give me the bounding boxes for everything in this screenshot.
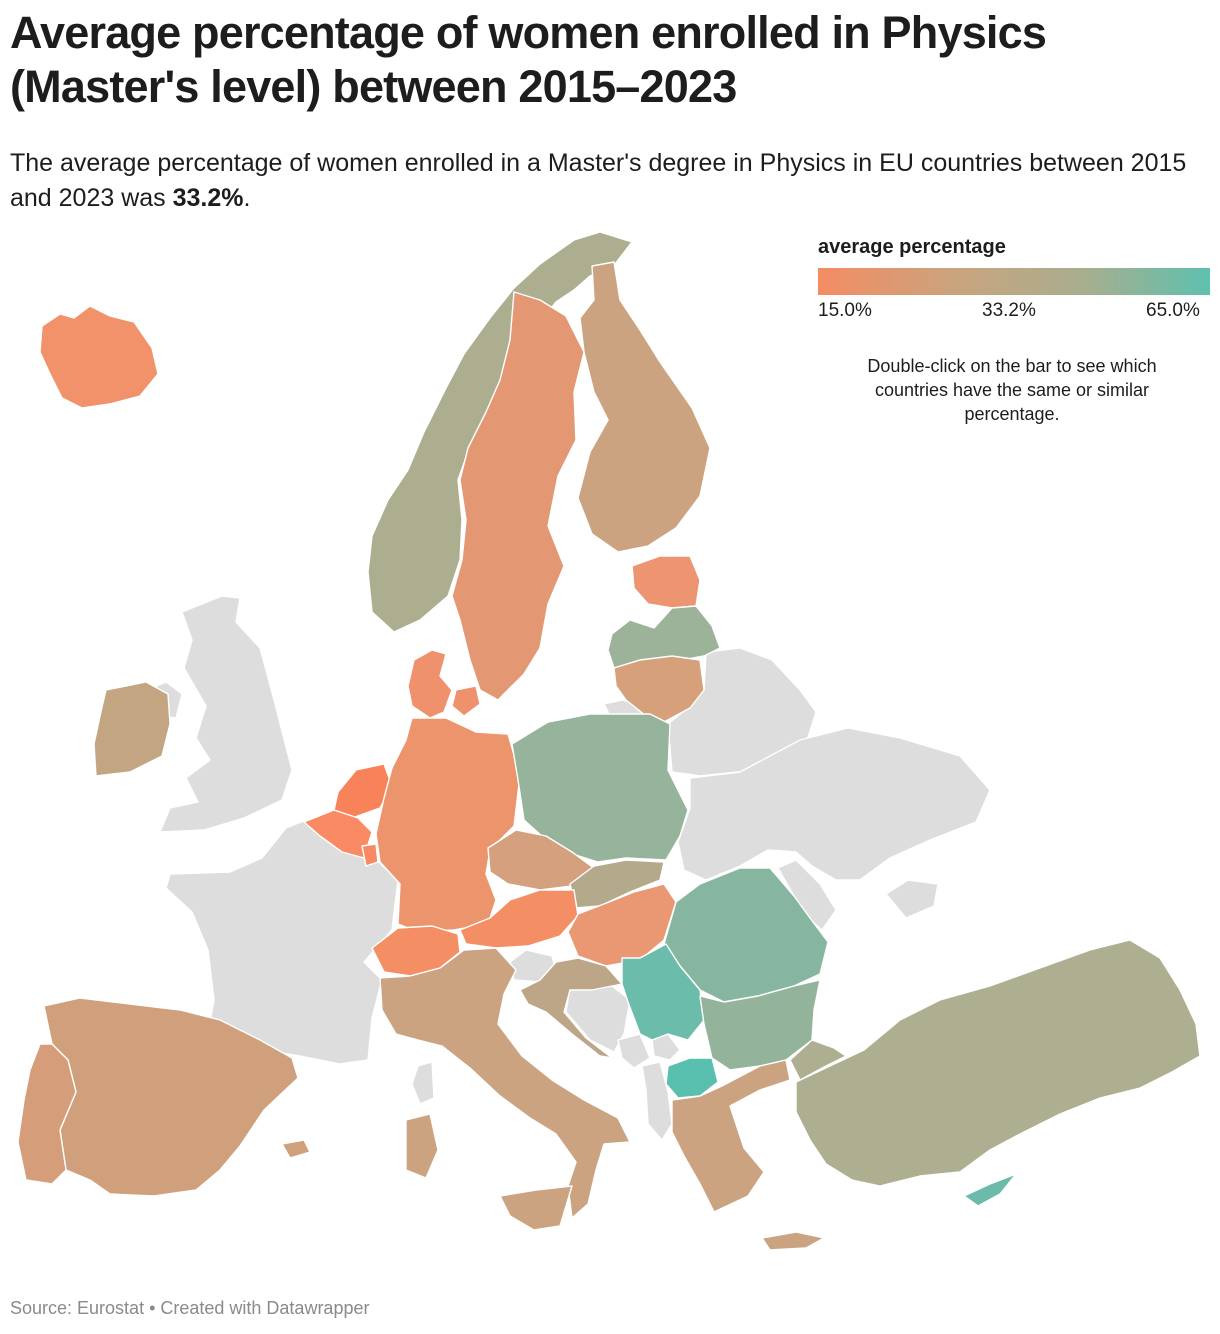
country-turkey[interactable] [795, 939, 1201, 1187]
region-uk[interactable] [159, 595, 293, 833]
country-iceland[interactable] [39, 305, 159, 409]
country-denmark-islands[interactable] [451, 685, 481, 717]
chart-title: Average percentage of women enrolled in … [10, 7, 1047, 112]
country-greece[interactable] [671, 1059, 791, 1213]
legend-gradient[interactable] [818, 268, 1210, 295]
country-estonia[interactable] [631, 555, 701, 609]
country-cyprus[interactable] [963, 1173, 1017, 1207]
legend-color-bar[interactable] [818, 268, 1210, 295]
country-luxembourg[interactable] [361, 843, 379, 867]
description-highlight: 33.2% [172, 184, 244, 212]
country-balearics[interactable] [281, 1139, 311, 1159]
chart-description: The average percentage of women enrolled… [10, 146, 1200, 216]
region-ukraine[interactable] [677, 727, 991, 881]
description-end: . [243, 184, 251, 212]
legend-mid-label: 33.2% [982, 300, 1036, 321]
country-serbia[interactable] [621, 943, 705, 1041]
region-corsica[interactable] [411, 1061, 435, 1105]
country-finland[interactable] [577, 261, 711, 553]
country-switzerland[interactable] [371, 925, 461, 977]
country-north-macedonia[interactable] [665, 1057, 719, 1099]
country-italy[interactable] [379, 947, 631, 1219]
country-denmark[interactable] [407, 649, 453, 719]
country-poland[interactable] [511, 713, 689, 863]
region-albania[interactable] [641, 1061, 673, 1141]
country-crete[interactable] [761, 1231, 825, 1251]
country-lithuania[interactable] [613, 655, 705, 723]
country-sweden[interactable] [451, 291, 585, 701]
source-footer: Source: Eurostat • Created with Datawrap… [10, 1298, 370, 1318]
region-montenegro[interactable] [617, 1033, 651, 1069]
country-croatia[interactable] [519, 957, 623, 1059]
country-portugal[interactable] [17, 1043, 77, 1185]
legend-min-label: 15.0% [818, 300, 872, 321]
country-sicily[interactable] [499, 1185, 573, 1231]
country-slovakia[interactable] [569, 859, 665, 909]
country-germany[interactable] [375, 717, 521, 933]
region-crimea[interactable] [885, 879, 939, 919]
legend-note: Double-click on the bar to see which cou… [867, 356, 1157, 424]
description-text: The average percentage of women enrolled… [10, 149, 1187, 212]
country-norway[interactable] [367, 231, 633, 633]
region-sardinia[interactable] [405, 1113, 439, 1179]
legend-title: average percentage [818, 236, 1006, 258]
legend-max-label: 65.0% [1146, 300, 1200, 321]
country-ireland[interactable] [93, 681, 171, 777]
country-turkey-thrace[interactable] [789, 1039, 847, 1081]
